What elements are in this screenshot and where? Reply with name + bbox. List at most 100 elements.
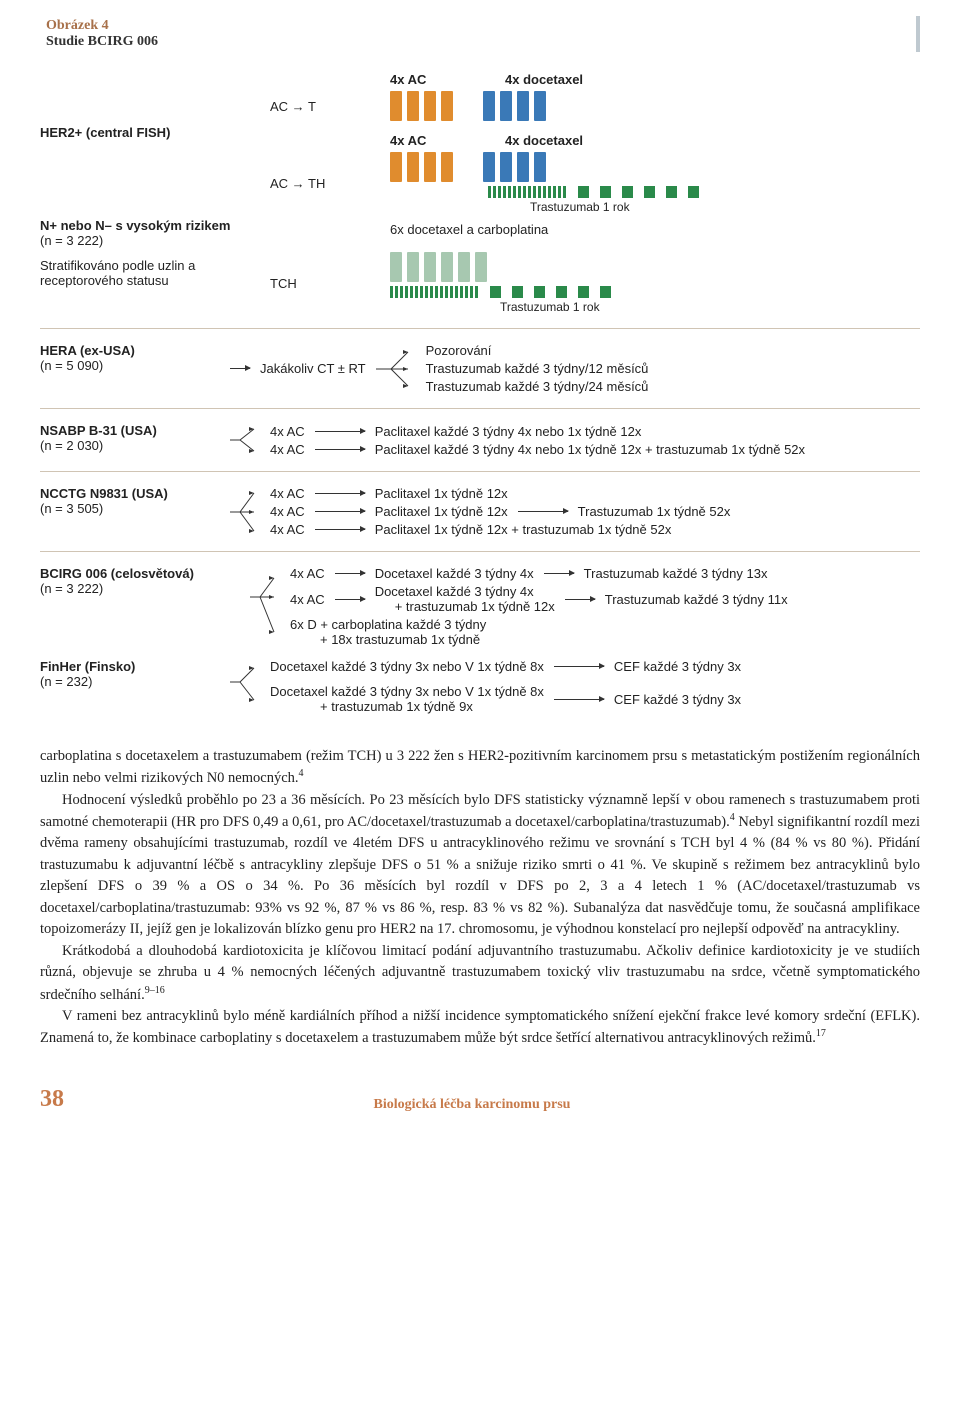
split-2-icon [230,662,260,712]
body-p4: V rameni bez antracyklinů bylo méně kard… [40,1008,920,1046]
bars-docetaxel-2 [483,152,546,182]
ncctg-arm2a: Paclitaxel 1x týdně 12x [375,504,508,519]
finher-arm2a: Docetaxel každé 3 týdny 3x nebo V 1x týd… [270,684,544,699]
bcirg-arm1a: Docetaxel každé 3 týdny 4x [375,566,534,581]
arrow-icon [335,599,365,600]
arrow-icon [554,666,604,667]
bars-ac-2 [390,152,453,182]
ncctg-arm1: Paclitaxel 1x týdně 12x [375,486,508,501]
arrow-icon [315,449,365,450]
cycles-docetaxel-label-2: 4x docetaxel [505,133,583,148]
figure-title: Studie BCIRG 006 [46,34,916,50]
arrow-icon [315,511,365,512]
trast-ticks-2 [390,286,622,298]
ncctg-arm3: Paclitaxel 1x týdně 12x + trastuzumab 1x… [375,522,672,537]
page-footer: 38 Biologická léčba karcinomu prsu [40,1086,920,1113]
bars-ac-1 [390,91,453,121]
finher-arm1b: CEF každé 3 týdny 3x [614,659,741,674]
figure-header: Obrázek 4 Studie BCIRG 006 [40,16,920,52]
hera-obs: Pozorování [426,343,649,358]
finher-arm2a2: + trastuzumab 1x týdně 9x [320,699,473,714]
cycles-docetaxel-label: 4x docetaxel [505,72,583,87]
ncctg-ac1: 4x AC [270,486,305,501]
trial-finher: FinHer (Finsko) (n = 232) Docetaxel každ… [40,659,920,714]
nsabp-ac2: 4x AC [270,442,305,457]
finher-arm1a: Docetaxel každé 3 týdny 3x nebo V 1x týd… [270,659,544,674]
body-p3-sup: 9–16 [145,985,165,996]
split-3-icon [250,572,280,642]
arm-ac-th-label: AC → TH [270,176,325,191]
hera-name: HERA (ex-USA) [40,343,220,358]
body-text: carboplatina s docetaxelem a trastuzumab… [40,746,920,1050]
figure-label: Obrázek 4 [46,18,916,34]
finher-name: FinHer (Finsko) [40,659,220,674]
cycles-ac-label-2: 4x AC [390,133,475,148]
finher-n: (n = 232) [40,674,220,689]
arrow-icon [565,599,595,600]
her2-label: HER2+ (central FISH) [40,125,270,148]
separator [40,471,920,472]
hera-ct: Jakákoliv CT ± RT [260,361,366,376]
ncctg-arm2b: Trastuzumab 1x týdně 52x [578,504,731,519]
body-p1: carboplatina s docetaxelem a trastuzumab… [40,748,920,786]
page-number: 38 [40,1086,64,1113]
trast-label-2: Trastuzumab 1 rok [500,300,600,314]
body-p3: Krátkodobá a dlouhodobá kardiotoxicita j… [40,943,920,1003]
trial-hera: HERA (ex-USA) (n = 5 090) Jakákoliv CT ±… [40,343,920,394]
body-p1-sup: 4 [299,768,304,779]
finher-arm2b: CEF každé 3 týdny 3x [614,692,741,707]
arrow-icon [315,529,365,530]
split-2-icon [230,423,260,457]
top-diagram: 4x AC 4x docetaxel AC → T HER2+ (central… [40,72,920,714]
footer-title: Biologická léčba karcinomu prsu [64,1097,880,1113]
bcirg-ac2: 4x AC [290,592,325,607]
nsabp-name: NSABP B-31 (USA) [40,423,220,438]
trial-bcirg: BCIRG 006 (celosvětová) (n = 3 222) 4x A… [40,566,920,647]
split-3-icon [376,346,416,392]
arrow-icon [315,493,365,494]
nsabp-arm1: Paclitaxel každé 3 týdny 4x nebo 1x týdn… [375,424,642,439]
hera-arm2: Trastuzumab každé 3 týdny/24 měsíců [426,379,649,394]
ncctg-ac2: 4x AC [270,504,305,519]
body-p2b: Nebyl signifikantní rozdíl mezi dvěma ra… [40,814,920,937]
trast-ticks-1 [488,186,710,198]
separator [40,551,920,552]
bcirg-arm1b: Trastuzumab každé 3 týdny 13x [584,566,768,581]
body-p4-sup: 17 [816,1028,826,1039]
bars-tch [390,252,487,282]
bcirg-arm2b: Trastuzumab každé 3 týdny 11x [605,592,788,607]
bcirg-arm2a: Docetaxel každé 3 týdny 4x [375,584,534,599]
ncctg-ac3: 4x AC [270,522,305,537]
bars-docetaxel-1 [483,91,546,121]
nsabp-arm2: Paclitaxel každé 3 týdny 4x nebo 1x týdn… [375,442,805,457]
bcirg-arm3b: + 18x trastuzumab 1x týdně [320,632,480,647]
cycles-6x-label: 6x docetaxel a carboplatina [390,222,548,237]
hera-arm1: Trastuzumab každé 3 týdny/12 měsíců [426,361,649,376]
split-3-icon [230,487,260,537]
risk-label: N+ nebo N– s vysokým rizikem [40,218,270,233]
arrow-icon [335,573,365,574]
bcirg-name: BCIRG 006 (celosvětová) [40,566,240,581]
nsabp-n: (n = 2 030) [40,438,220,453]
bcirg-arm2a2: + trastuzumab 1x týdně 12x [395,599,555,614]
arrow-icon [518,511,568,512]
arm-ac-t-label: AC → T [270,99,316,114]
cycles-ac-label: 4x AC [390,72,475,87]
separator [40,408,920,409]
arrow-icon [554,699,604,700]
separator [40,328,920,329]
bcirg-ac1: 4x AC [290,566,325,581]
arrow-icon [544,573,574,574]
ncctg-n: (n = 3 505) [40,501,220,516]
arrow-icon [230,368,250,369]
trial-nsabp: NSABP B-31 (USA) (n = 2 030) 4x AC Pacli… [40,423,920,457]
bcirg-n: (n = 3 222) [40,581,240,596]
trast-label-1: Trastuzumab 1 rok [530,200,630,214]
nsabp-ac1: 4x AC [270,424,305,439]
bcirg-arm3a: 6x D + carboplatina každé 3 týdny [290,617,486,632]
arrow-icon [315,431,365,432]
risk-n: (n = 3 222) [40,233,270,248]
ncctg-name: NCCTG N9831 (USA) [40,486,220,501]
strat-label: Stratifikováno podle uzlin a receptorové… [40,258,195,288]
arm-tch-label: TCH [270,276,297,291]
